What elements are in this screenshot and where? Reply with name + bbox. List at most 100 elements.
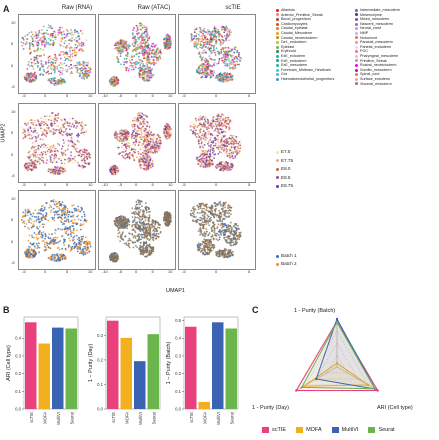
celltype-legend-item: Parietal_endoderm: [355, 45, 400, 50]
celltype-legend-item: ExE_endoderm: [276, 59, 334, 64]
legend-label: E8.0: [281, 166, 291, 171]
radar-legend-item: MOFA: [296, 427, 322, 433]
legend-swatch: [276, 63, 279, 67]
legend-label: Anterior_Primitive_Streak: [281, 12, 323, 17]
legend-swatch: [276, 36, 279, 40]
legend-label: Neural_crest: [360, 26, 381, 31]
legend-swatch: [355, 27, 358, 31]
bar-multivi: [212, 322, 224, 409]
radar-point: [315, 377, 318, 381]
bar-x-label: MultiVI: [216, 412, 221, 425]
bar-y-tick: 0.0: [15, 407, 21, 412]
day-legend: E7.5 E7.75 E8.0 E8.5 E8.75: [276, 148, 293, 191]
column-title-atac: Raw (ATAC): [137, 5, 171, 11]
bar-x-label: MultiVI: [56, 412, 61, 425]
legend-swatch: [276, 45, 279, 49]
umap-y-tick: -5: [11, 173, 15, 178]
umap-x-tick: -10: [102, 182, 108, 187]
legend-swatch: [276, 176, 279, 180]
radar-axis-top-label: 1 - Purity (Batch): [294, 308, 336, 314]
legend-label: Batch 1: [281, 253, 297, 258]
bar-y-tick: 0.2: [97, 357, 103, 362]
bar-x-label: scTIE: [189, 412, 194, 423]
bar-sctie: [25, 322, 37, 409]
bar-multivi: [134, 361, 146, 409]
bar-mofa: [38, 343, 50, 409]
umap-y-tick: 0: [11, 62, 14, 68]
umap-x-tick: 5: [151, 182, 154, 187]
legend-swatch: [276, 31, 279, 35]
legend-label: Haematoendothelial_progenitors: [281, 76, 335, 81]
umap-x-tick: -10: [102, 269, 108, 274]
bar-x-label: MOFA: [42, 412, 47, 424]
legend-swatch: [276, 17, 279, 21]
umap-x-tick: 0: [44, 182, 47, 187]
legend-swatch: [355, 77, 358, 81]
celltype-legend-item: Erythroid: [276, 49, 334, 54]
umap-x-tick: 0: [44, 93, 47, 98]
umap-x-tick: -5: [118, 269, 123, 274]
bar-x-label: Seurat: [151, 411, 156, 424]
radar-legend-label: MOFA: [306, 427, 322, 433]
legend-label: Pharyngeal_mesoderm: [360, 53, 399, 58]
umap-x-tick: 0: [215, 182, 218, 187]
umap-x-tick: -5: [182, 182, 186, 187]
celltype-legend-item: Gut: [276, 72, 334, 77]
legend-swatch: [355, 22, 358, 26]
celltype-legend-item: ExE_mesoderm: [276, 63, 334, 68]
legend-label: Mesenchyme: [360, 12, 382, 17]
umap-y-tick: 5: [11, 41, 14, 47]
radar-point: [295, 389, 298, 392]
celltype-legend-item: Forebrain_Midbrain_Hindbrain: [276, 68, 334, 73]
celltype-legend-item: Caudal_Mesoderm: [276, 31, 334, 36]
legend-label: Spinal_cord: [360, 72, 380, 77]
legend-swatch: [276, 73, 279, 77]
day-legend-item: E7.75: [276, 157, 293, 166]
umap-x-tick: 10: [168, 269, 173, 274]
radar-legend-label: MultiVI: [341, 427, 359, 433]
legend-swatch: [276, 77, 279, 81]
legend-swatch: [276, 150, 279, 154]
celltype-legend-item: Pharyngeal_mesoderm: [355, 54, 400, 59]
umap-x-tick: 5: [248, 269, 251, 274]
radar-point: [373, 387, 377, 391]
legend-swatch: [276, 262, 279, 266]
legend-label: Caudal_neurectoderm: [281, 35, 318, 40]
umap-y-tick: 5: [11, 217, 14, 223]
radar-axis-left-label: 1 - Purity (Day): [252, 405, 289, 411]
radar-point: [300, 386, 303, 389]
umap-y-tick: 10: [11, 109, 16, 114]
legend-swatch: [355, 40, 358, 44]
bar-y-tick: 0.5: [175, 318, 181, 323]
batch-legend-item: Batch 2: [276, 260, 297, 268]
umap-x-tick: 10: [88, 93, 93, 98]
legend-swatch: [355, 13, 358, 17]
bar-y-tick: 0.1: [175, 389, 181, 394]
umap-x-tick: -5: [182, 269, 186, 274]
legend-label: Surface_ectoderm: [360, 76, 391, 81]
bar-y-tick: 0.1: [15, 389, 21, 394]
radar-series-multivi: [315, 317, 377, 390]
radar-grid-ring: [326, 354, 348, 374]
umap-plot-r1-c2: [98, 14, 176, 94]
legend-swatch: [276, 184, 279, 188]
legend-label: Blood_progenitors: [281, 17, 311, 22]
legend-swatch: [276, 59, 279, 63]
legend-label: Visceral_endoderm: [360, 81, 392, 86]
umap-x-tick: 0: [215, 93, 218, 98]
radar-axis-line: [336, 366, 379, 392]
umap1-label: UMAP1: [166, 288, 185, 294]
celltype-legend-item: PGC: [355, 49, 400, 54]
legend-label: ExE_mesoderm: [281, 63, 308, 68]
legend-label: E8.75: [281, 183, 294, 188]
celltype-legend-col1: Allantois Anterior_Primitive_Streak Blood_…: [276, 8, 334, 82]
legend-label: Caudal_epiblast: [281, 26, 308, 31]
bar-ylabel: 1 − Purity (Day): [88, 344, 94, 383]
legend-swatch: [355, 50, 358, 54]
umap-x-tick: 10: [88, 269, 93, 274]
umap-x-tick: 5: [248, 93, 251, 98]
umap-y-tick: 10: [11, 196, 16, 201]
umap-x-tick: -5: [118, 93, 123, 98]
radar-point: [366, 383, 370, 387]
